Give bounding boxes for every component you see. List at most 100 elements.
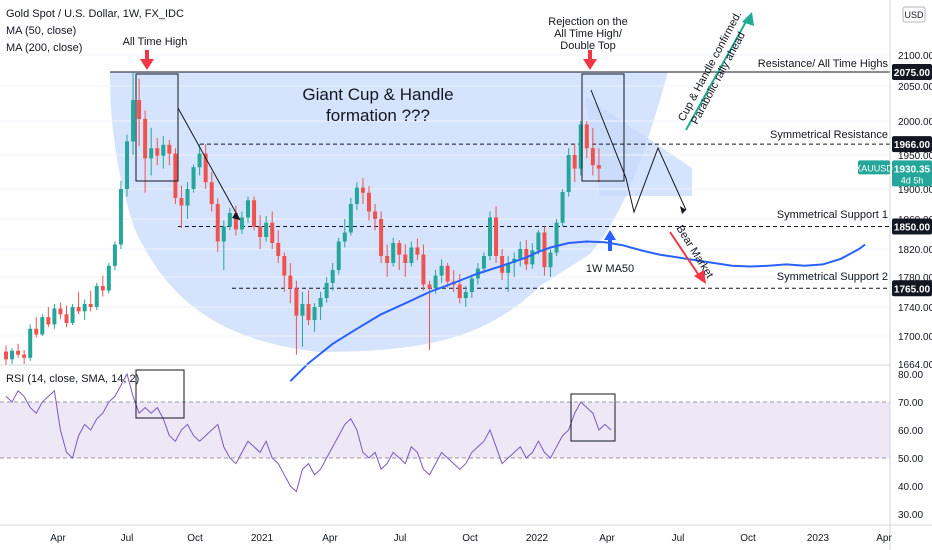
ma200-legend[interactable]: MA (200, close) [6,42,83,54]
candle-body [421,254,426,285]
candle-body [294,288,299,316]
price-tick-label: 1700.00 [898,332,932,343]
candle-body [276,243,281,256]
candle-body [300,304,305,316]
rsi-tick-label: 30.00 [898,510,923,521]
rsi-tick-label: 70.00 [898,398,923,409]
rejection-annotation-line-1: Rejection on the [548,16,628,28]
chart-legend: Gold Spot / U.S. Dollar, 1W, FX_IDC MA (… [6,6,184,57]
price-tick-label: 1740.00 [898,303,932,314]
price-grid [0,54,890,337]
price-tick-label: 1664.00 [898,360,932,371]
currency-badge-label: USD [904,10,924,20]
price-tick-label: 1950.00 [898,151,932,162]
candle-body [506,263,511,273]
ticker-label: XAUUSD [855,163,893,173]
candle-body [518,249,523,259]
candle-body [22,354,27,358]
price-tag-label: 1930.35 [894,164,931,175]
price-tag-label: 1966.00 [894,140,931,151]
time-tick-label: Oct [740,533,756,544]
candle-body [155,148,160,156]
time-tick-label: Jul [121,533,134,544]
candle-body [173,153,178,198]
price-tag-label: 2075.00 [894,68,931,79]
candle-body [554,222,559,253]
candle-body [40,317,45,335]
candle-body [530,250,535,265]
candle-body [34,328,39,335]
candle-body [397,243,402,255]
candle-body [391,243,396,263]
sym-resistance-annotation: Symmetrical Resistance [770,129,888,141]
rejection-arrow [583,50,597,70]
candle-body [161,144,166,156]
candle-body [82,304,87,312]
candle-body [494,217,499,256]
candle-body [100,286,105,291]
time-tick-label: 2021 [251,533,274,544]
cup-handle-shape [110,72,668,352]
time-tick-label: Apr [322,533,338,544]
rsi-tick-label: 50.00 [898,454,923,465]
candle-body [10,350,15,360]
symbol-title[interactable]: Gold Spot / U.S. Dollar, 1W, FX_IDC [6,8,184,20]
candle-body [481,256,486,269]
ma50-up-arrow [604,230,616,251]
candle-body [282,256,287,276]
candle-body [264,222,269,237]
sym-support2-annotation: Symmetrical Support 2 [777,271,888,283]
candle-body [197,153,202,168]
rsi-legend[interactable]: RSI (14, close, SMA, 14, 2) [6,373,140,385]
candle-body [58,308,63,315]
candle-body [354,187,359,204]
candle-body [94,286,99,307]
candle-body [221,226,226,242]
candle-body [258,226,263,237]
candle-body [143,118,148,159]
candle-body [106,265,111,291]
candle-body [469,278,474,292]
drop-arrowhead [232,212,240,220]
candle-body [185,189,190,206]
candle-body [560,192,565,223]
ma50-legend[interactable]: MA (50, close) [6,25,77,37]
bear-arrow [669,231,706,284]
candle-body [427,284,432,289]
candle-body [439,265,444,276]
price-tag-label: 1765.00 [894,284,931,295]
bull-arrow [685,12,754,131]
candle-body [360,187,365,193]
cup-annotation-line-1: Giant Cup & Handle [302,85,453,104]
time-axis: Apr Jul Oct 2021 Apr Jul Oct 2022 Apr Jul Oct 2023 A… [50,533,892,544]
ath-annotation: All Time High [123,36,188,48]
level-price-tag [892,136,932,153]
candle-body [463,292,468,298]
price-tick-label: 1820.00 [898,245,932,256]
rsi-band [0,402,890,458]
currency-badge[interactable] [902,6,926,23]
zigzag-arrowhead [680,206,686,214]
candle-body [500,256,505,273]
time-tick-label: Jul [394,533,407,544]
price-tag-label: 1850.00 [894,223,931,234]
candle-body [4,351,8,360]
candle-body [233,213,238,230]
cup-annotation-line-2: formation ??? [326,106,430,125]
horizontal-levels [110,71,890,289]
time-tick-label: 2022 [526,533,549,544]
candle-body [215,204,220,242]
price-tick-label: 1780.00 [898,273,932,284]
candle-body [64,314,69,323]
candle-body [252,200,257,227]
candle-body [16,350,21,355]
rsi-tick-label: 40.00 [898,482,923,493]
candle-body [52,308,57,325]
candle-body [409,247,414,263]
candle-body [88,304,93,307]
ma50-annotation: 1W MA50 [586,263,634,275]
price-tick-label: 2050.00 [898,82,932,93]
ma50-line [289,240,866,382]
rejection-annotation-line-2: All Time High/ [554,28,623,40]
